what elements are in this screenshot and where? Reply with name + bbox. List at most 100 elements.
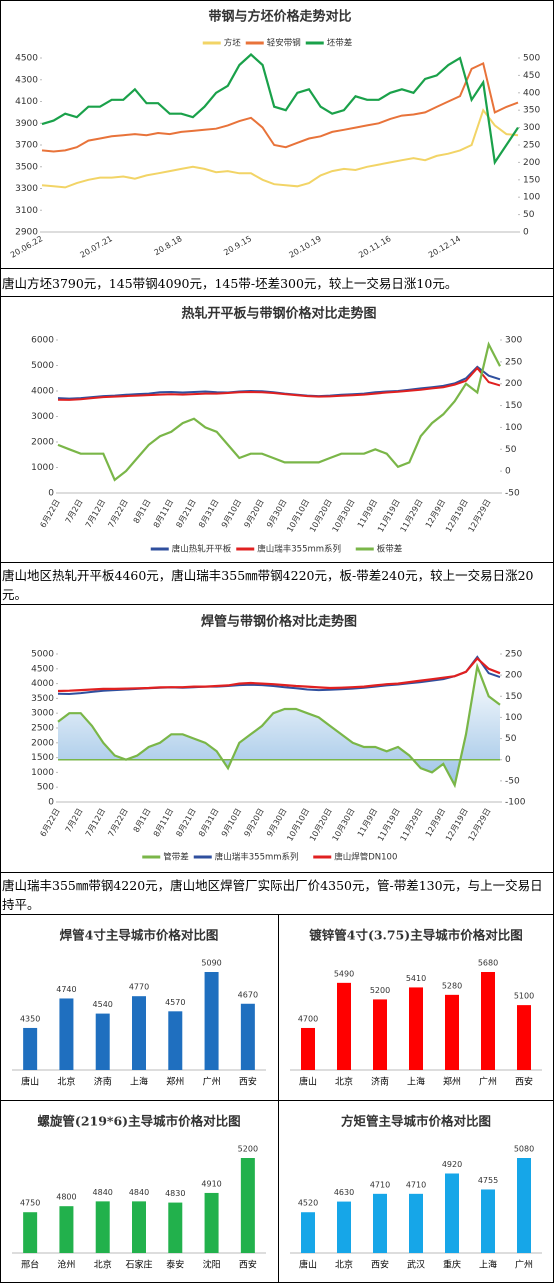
y2-tick-label: 300 bbox=[523, 123, 540, 133]
value-label: 5080 bbox=[514, 1145, 534, 1154]
x-tick-label: 郑州 bbox=[443, 1076, 461, 1088]
legend-label: 唐山瑞丰355mm系列 bbox=[215, 852, 299, 863]
y-tick-label: 3500 bbox=[15, 162, 38, 172]
y2-tick-label: 150 bbox=[505, 401, 522, 411]
x-tick-label: 北京 bbox=[335, 1259, 353, 1271]
y-tick-label: 3000 bbox=[31, 709, 54, 719]
bar bbox=[301, 1027, 315, 1070]
y-tick-label: 0 bbox=[48, 798, 54, 808]
x-tick-label: 上海 bbox=[130, 1076, 148, 1088]
chart-title: 方矩管主导城市价格对比图 bbox=[341, 1114, 491, 1129]
x-tick-label: 11月9日 bbox=[356, 807, 379, 839]
x-tick-label: 9月10日 bbox=[220, 807, 243, 839]
x-tick-label: 20.9.15 bbox=[222, 234, 253, 257]
x-tick-label: 泰安 bbox=[166, 1259, 184, 1271]
chart-title: 热轧开平板与带钢价格对比走势图 bbox=[181, 306, 376, 322]
bar bbox=[95, 1201, 110, 1253]
x-tick-label: 8月11日 bbox=[152, 807, 175, 839]
y-tick-label: 2000 bbox=[31, 438, 54, 448]
value-label: 4520 bbox=[298, 1199, 318, 1208]
y2-tick-label: 100 bbox=[505, 423, 522, 433]
y-tick-label: 6000 bbox=[31, 336, 54, 346]
x-tick-label: 7月2日 bbox=[64, 807, 85, 834]
legend-label: 唐山瑞丰355mm系列 bbox=[257, 544, 341, 555]
y-tick-label: 0 bbox=[48, 489, 54, 499]
bar bbox=[481, 1189, 495, 1253]
x-tick-label: 9月30日 bbox=[265, 498, 288, 530]
x-tick-label: 20.11.16 bbox=[357, 234, 392, 260]
y-tick-label: 4100 bbox=[15, 97, 38, 107]
legend-label: 唐山焊管DN100 bbox=[334, 852, 397, 863]
x-tick-label: 石家庄 bbox=[125, 1259, 152, 1271]
x-tick-label: 郑州 bbox=[166, 1076, 184, 1088]
x-tick-label: 9月10日 bbox=[220, 498, 243, 530]
legend-label: 坯带差 bbox=[327, 38, 353, 49]
x-tick-label: 唐山 bbox=[21, 1076, 39, 1088]
bar bbox=[23, 1027, 38, 1070]
y-tick-label: 3900 bbox=[15, 119, 38, 129]
series-line bbox=[57, 662, 501, 789]
bar bbox=[409, 1193, 423, 1253]
value-label: 4670 bbox=[238, 990, 258, 999]
chart-title: 螺旋管(219*6)主导城市价格对比图 bbox=[37, 1114, 240, 1129]
x-tick-label: 8月21日 bbox=[174, 807, 197, 839]
value-label: 4910 bbox=[201, 1179, 221, 1188]
value-label: 5100 bbox=[514, 992, 534, 1001]
x-tick-label: 20.06.22 bbox=[9, 234, 44, 260]
y-tick-label: 500 bbox=[37, 783, 54, 793]
bar bbox=[204, 972, 219, 1070]
chart-title: 焊管与带钢价格对比走势图 bbox=[201, 614, 357, 630]
bar bbox=[23, 1212, 38, 1253]
y2-tick-label: 0 bbox=[505, 467, 511, 477]
legend-label: 唐山热轧开平板 bbox=[172, 544, 232, 555]
value-label: 4920 bbox=[442, 1160, 462, 1169]
x-tick-label: 广州 bbox=[479, 1076, 497, 1088]
value-label: 4630 bbox=[334, 1188, 354, 1197]
y2-tick-label: 400 bbox=[523, 88, 540, 98]
y-tick-label: 3100 bbox=[15, 206, 38, 216]
x-tick-label: 济南 bbox=[94, 1076, 112, 1088]
x-tick-label: 唐山 bbox=[299, 1259, 317, 1271]
chart-title: 镀锌管4寸(3.75)主导城市价格对比图 bbox=[309, 928, 522, 943]
bar bbox=[481, 972, 495, 1070]
y2-tick-label: 100 bbox=[505, 713, 522, 723]
x-tick-label: 上海 bbox=[479, 1259, 497, 1271]
x-tick-label: 12月29日 bbox=[467, 498, 493, 534]
bar bbox=[168, 1202, 183, 1253]
bar bbox=[517, 1005, 531, 1070]
y2-tick-label: 0 bbox=[505, 755, 511, 765]
bar bbox=[337, 982, 351, 1070]
x-tick-label: 8月31日 bbox=[197, 807, 220, 839]
bar bbox=[132, 996, 146, 1070]
bar bbox=[240, 1158, 255, 1253]
x-tick-label: 12月9日 bbox=[424, 807, 447, 839]
x-tick-label: 8月11日 bbox=[152, 498, 175, 530]
series-line bbox=[57, 656, 501, 693]
series-line bbox=[41, 61, 519, 153]
x-tick-label: 西安 bbox=[239, 1076, 257, 1088]
bar bbox=[168, 1011, 183, 1070]
y-tick-label: 3700 bbox=[15, 141, 38, 151]
y2-tick-label: 50 bbox=[523, 210, 535, 220]
series-line bbox=[41, 108, 519, 189]
x-tick-label: 8月21日 bbox=[174, 498, 197, 530]
y2-tick-label: 0 bbox=[523, 228, 529, 238]
legend-label: 方坯 bbox=[224, 38, 242, 49]
x-tick-label: 10月30日 bbox=[331, 498, 357, 534]
value-label: 4570 bbox=[165, 998, 185, 1007]
caption: 唐山方坯3790元，145带钢4090元，145带-坯差300元，较上一交易日涨… bbox=[2, 276, 458, 291]
y2-tick-label: -50 bbox=[505, 489, 520, 499]
x-tick-label: 7月2日 bbox=[64, 498, 85, 525]
y-tick-label: 4500 bbox=[31, 664, 54, 674]
bar bbox=[373, 1193, 387, 1253]
x-tick-label: 11月29日 bbox=[399, 498, 425, 534]
y2-tick-label: 250 bbox=[523, 141, 540, 151]
x-tick-label: 7月22日 bbox=[106, 498, 129, 530]
x-tick-label: 9月20日 bbox=[242, 498, 265, 530]
x-tick-label: 11月29日 bbox=[399, 807, 425, 843]
area bbox=[58, 666, 500, 786]
x-tick-label: 上海 bbox=[407, 1076, 425, 1088]
y2-tick-label: -100 bbox=[505, 798, 526, 808]
y2-tick-label: 250 bbox=[505, 650, 522, 660]
